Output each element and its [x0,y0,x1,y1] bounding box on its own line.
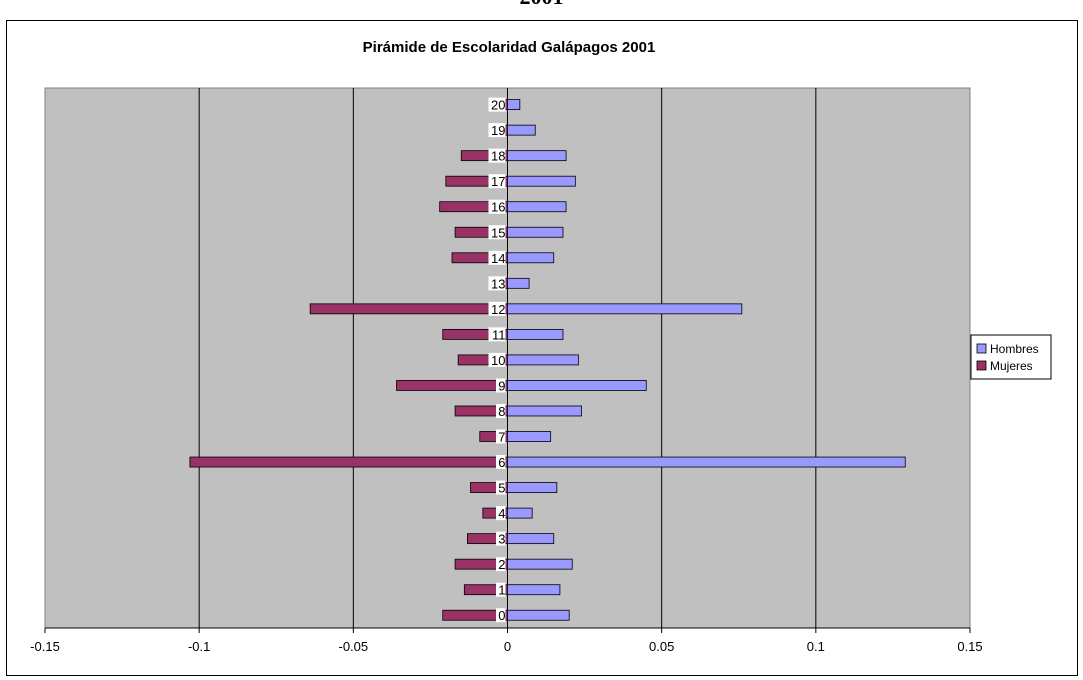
category-label-background [488,225,506,240]
legend-box [970,334,1052,380]
bar-hombres [507,558,573,570]
category-label-background [488,174,506,189]
category-label-background [488,148,506,163]
category-label-background [496,480,506,495]
bar-hombres [507,303,743,315]
x-tick-label: 0 [504,639,511,654]
bar-mujeres [189,456,508,468]
bar-hombres [507,252,555,264]
category-label-background [488,250,506,265]
category-label: 4 [498,506,505,521]
category-label: 14 [491,251,505,266]
bar-hombres [507,124,536,136]
category-label-background [496,557,506,572]
bar-hombres [507,354,579,366]
category-label: 7 [498,430,505,445]
x-tick-label: -0.1 [188,639,210,654]
bar-hombres [507,277,530,289]
category-label-background [496,455,506,470]
plot-area: -0.15 -0.1 -0.05 0 0.05 0.1 0.1501234567891011… [30,87,983,654]
bar-hombres [507,405,582,417]
bar-hombres [507,99,521,110]
category-label: 13 [491,276,505,291]
bar-hombres [507,328,564,340]
legend-label-mujeres: Mujeres [990,359,1033,373]
bar-hombres [507,482,558,493]
category-label: 19 [491,123,505,138]
category-label: 3 [498,532,505,547]
category-label-background [496,403,506,418]
category-label-background [496,378,506,393]
category-label: 9 [498,378,505,393]
category-label: 15 [491,225,505,240]
category-label-background [488,301,506,316]
category-label: 12 [491,302,505,317]
category-label-background [496,506,506,521]
category-label: 6 [498,455,505,470]
bar-hombres [507,507,533,519]
bar-hombres [507,533,555,545]
category-label-background [496,582,506,597]
bar-hombres [507,201,567,213]
clipped-page-heading: 2001 [0,0,1083,10]
bar-mujeres [309,303,508,315]
category-label-background [488,352,506,367]
chart-canvas: Pirámide de Escolaridad Galápagos 2001 -… [30,39,1052,654]
category-label: 20 [491,98,505,113]
category-label: 2 [498,557,505,572]
category-label-background [496,608,506,623]
x-tick-label: -0.05 [339,639,369,654]
x-tick-label: 0.1 [807,639,825,654]
bar-hombres [507,226,564,238]
bar-mujeres [396,380,508,391]
category-label: 17 [491,174,505,189]
category-label: 0 [498,608,505,623]
legend-swatch-mujeres [976,360,987,371]
category-label: 16 [491,200,505,215]
category-label-background [488,123,506,138]
bar-hombres [507,380,647,391]
x-tick-label: 0.15 [957,639,982,654]
x-tick-label: -0.15 [30,639,60,654]
category-label-background [488,199,506,214]
category-label: 8 [498,404,505,419]
bar-hombres [507,150,567,162]
x-tick-label: 0.05 [649,639,674,654]
category-label-background [496,531,506,546]
bar-hombres [507,584,561,596]
category-label: 18 [491,149,505,164]
category-label: 1 [498,583,505,598]
bar-hombres [507,609,570,621]
category-label: 11 [492,327,506,342]
legend-label-hombres: Hombres [990,342,1039,356]
category-label-background [488,97,506,112]
bar-hombres [507,456,906,468]
legend-swatch-hombres [976,343,987,354]
bar-hombres [507,175,576,187]
chart-title: Pirámide de Escolaridad Galápagos 2001 [363,39,656,56]
bar-hombres [507,431,552,442]
chart-area: Pirámide de Escolaridad Galápagos 2001 -… [6,20,1078,676]
category-label: 10 [491,353,505,368]
category-label-background [496,429,506,444]
category-label-background [488,327,506,342]
legend: Hombres Mujeres [970,334,1052,380]
category-label: 5 [498,481,505,496]
category-label-background [488,276,506,291]
